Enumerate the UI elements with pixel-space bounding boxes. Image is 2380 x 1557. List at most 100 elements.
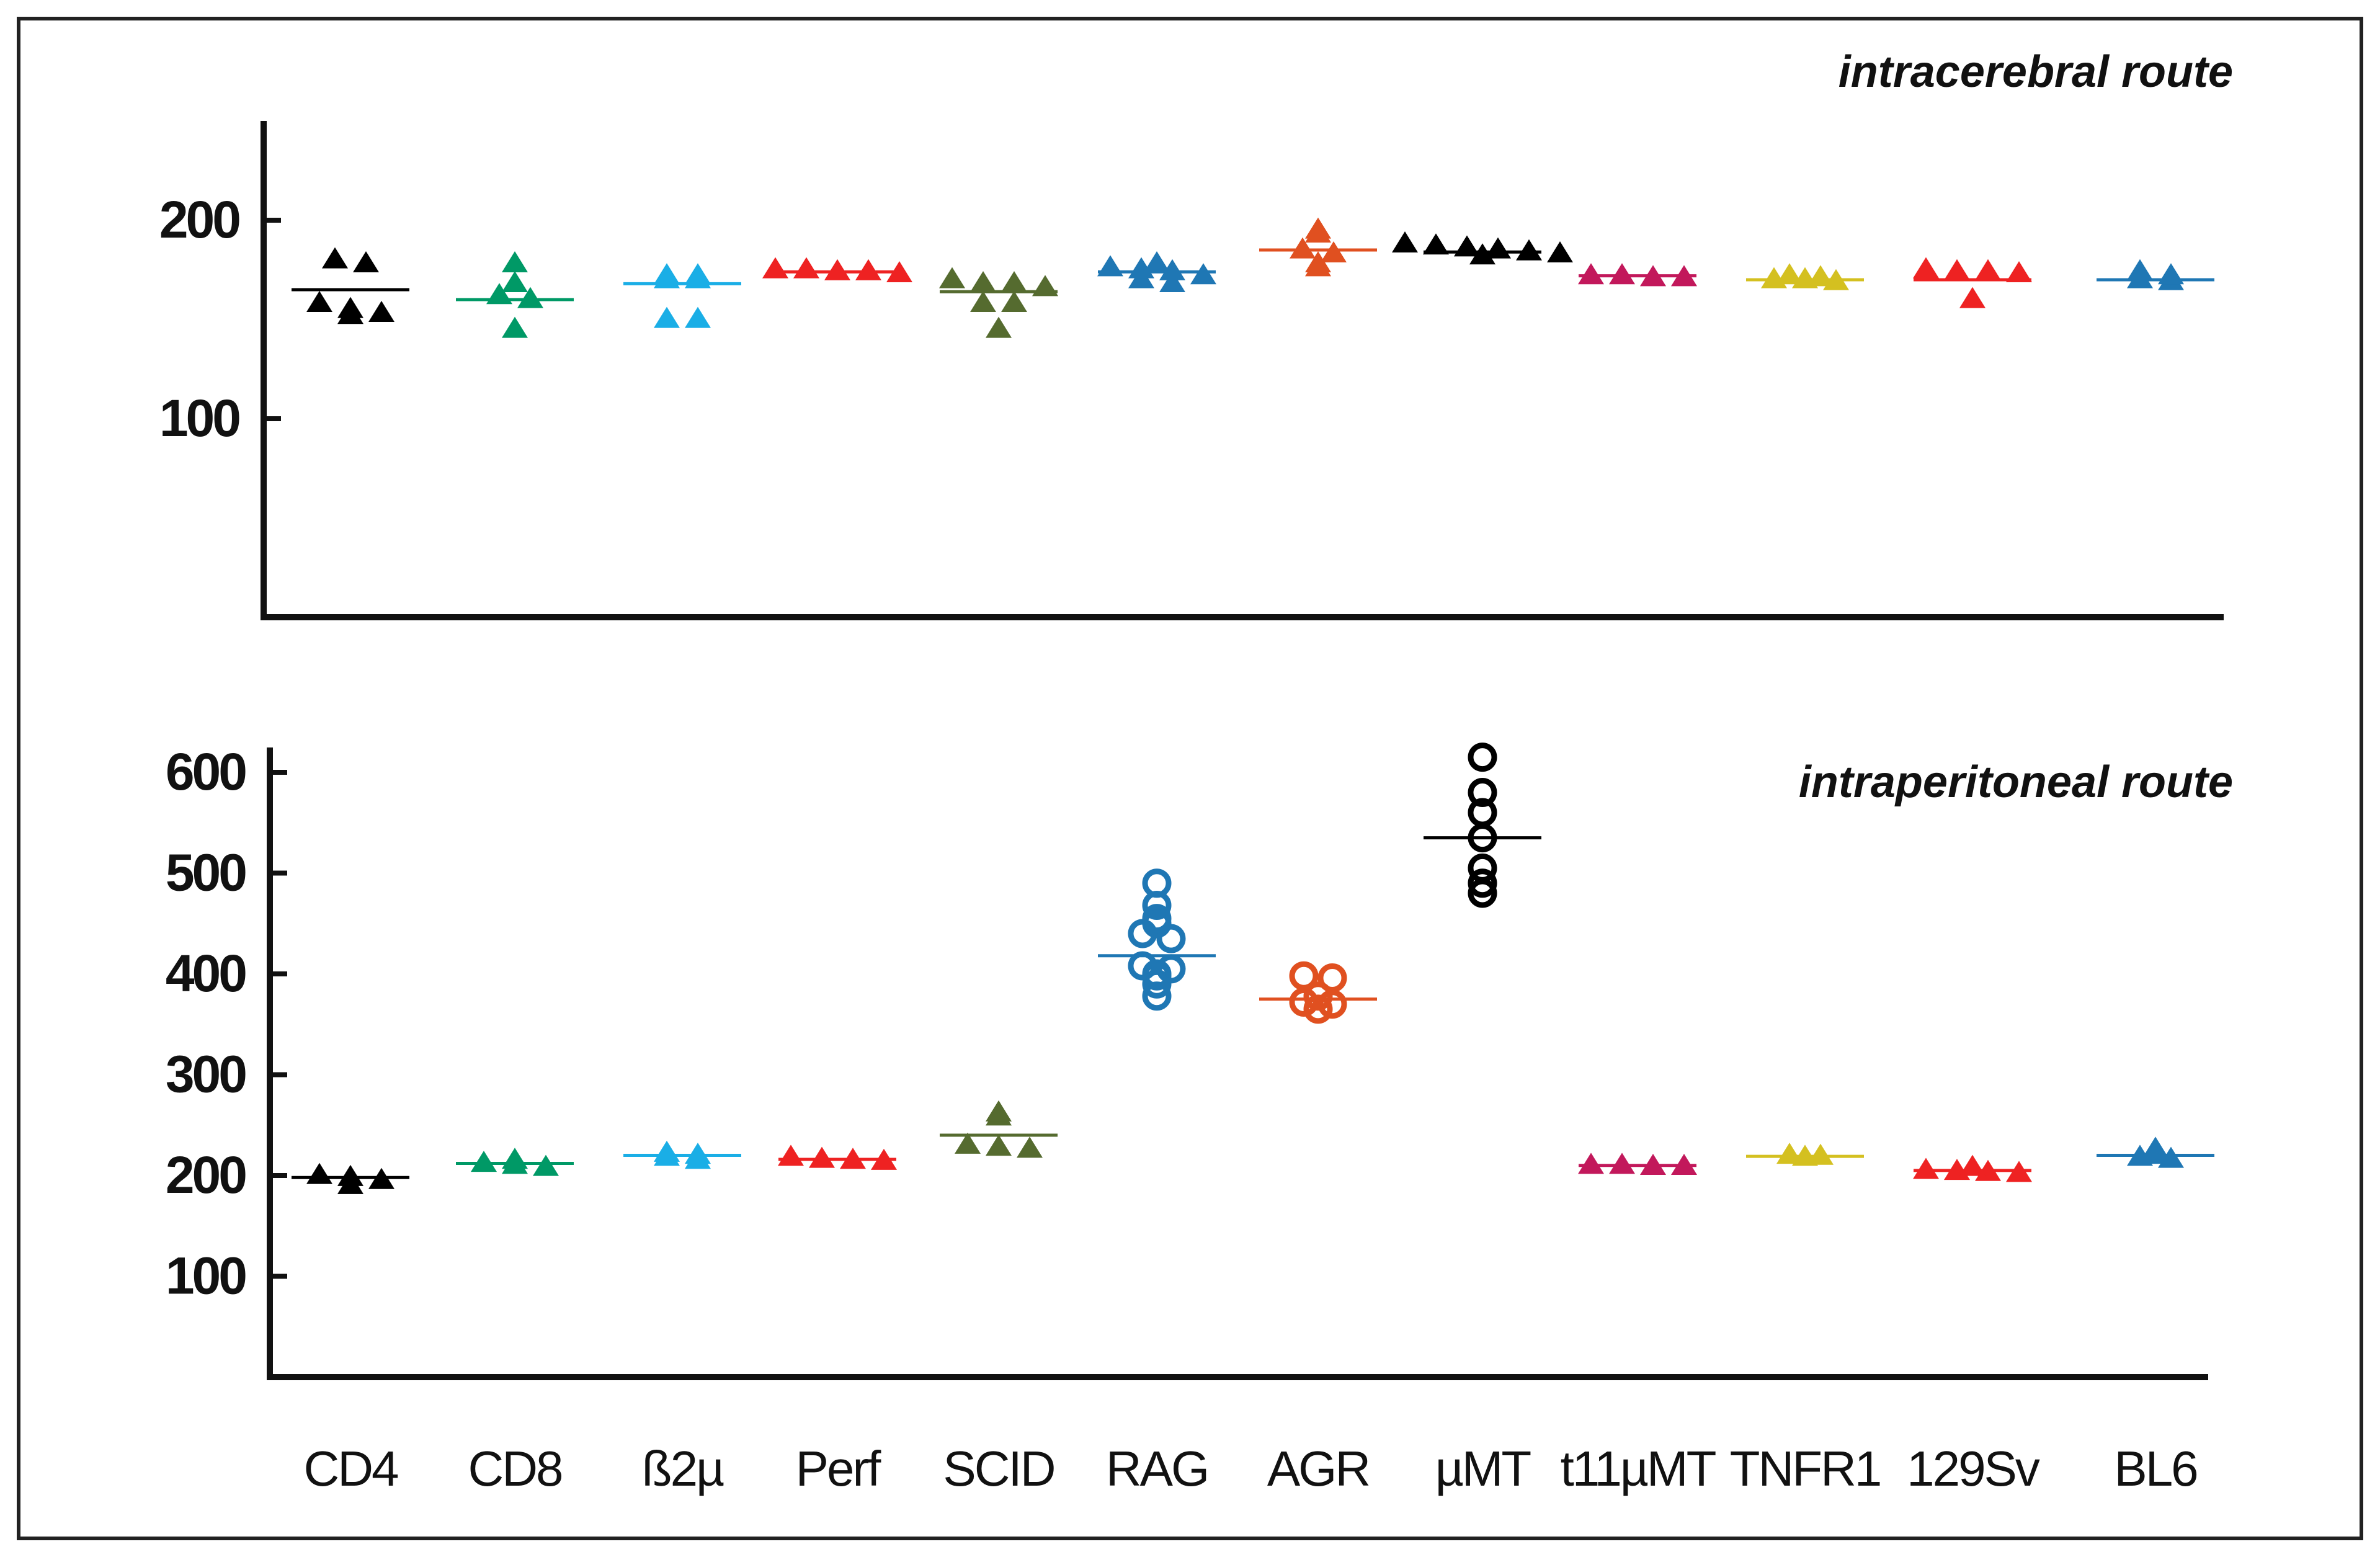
marks-intracerebral: [292, 217, 2214, 338]
data-point: [654, 306, 680, 328]
data-point: [840, 1148, 866, 1169]
data-point: [1001, 291, 1027, 312]
series-SCID: [939, 267, 1058, 338]
data-point: [1975, 259, 2001, 280]
data-point: [1303, 981, 1333, 1011]
y-tick-label: 500: [166, 844, 246, 902]
y-tick-label: 600: [166, 743, 246, 801]
data-point: [1156, 954, 1186, 984]
y-ticks-intracerebral: 100 200: [159, 190, 281, 447]
data-point: [306, 1162, 332, 1184]
data-point: [1159, 259, 1185, 280]
data-point: [1128, 257, 1154, 279]
category-label: SCID: [943, 1441, 1054, 1496]
data-point: [368, 301, 394, 322]
data-point: [502, 1148, 528, 1169]
category-label: AGR: [1267, 1441, 1370, 1496]
data-point: [1807, 1143, 1834, 1165]
data-point: [471, 1151, 497, 1172]
data-point: [970, 271, 996, 292]
data-point: [1578, 263, 1604, 285]
data-point: [337, 1164, 363, 1186]
data-point: [1640, 265, 1666, 287]
category-label: CD8: [468, 1441, 562, 1496]
data-point: [1468, 778, 1497, 807]
data-point: [685, 306, 711, 328]
data-point: [939, 267, 965, 288]
data-point: [793, 257, 819, 279]
data-point: [1468, 853, 1497, 883]
series-SCID: [940, 1100, 1058, 1158]
data-point: [1640, 1153, 1666, 1175]
category-label: BL6: [2114, 1441, 2196, 1496]
data-point: [778, 1144, 804, 1166]
series-CD4: [292, 247, 409, 324]
data-point: [1317, 963, 1347, 993]
data-point: [762, 257, 788, 279]
data-point: [1392, 231, 1418, 252]
y-tick-label: 400: [166, 944, 246, 1002]
data-point: [1097, 255, 1123, 277]
data-point: [2006, 261, 2032, 282]
data-point: [2158, 263, 2184, 285]
data-point: [1305, 251, 1331, 272]
series-129Sv: [1913, 1154, 2032, 1182]
data-point: [337, 297, 363, 318]
series-ß2µ: [623, 263, 741, 328]
data-point: [1959, 1154, 1986, 1176]
data-point: [824, 259, 850, 280]
series-CD8: [456, 1148, 574, 1176]
data-point: [1807, 265, 1834, 287]
data-point: [855, 259, 881, 280]
y-tick-label: 100: [166, 1247, 246, 1305]
data-point: [1144, 251, 1170, 272]
series-µMT: [1424, 743, 1541, 908]
data-point: [1142, 904, 1172, 934]
y-tick-label: 200: [159, 190, 239, 249]
data-point: [1485, 237, 1511, 259]
series-CD8: [456, 251, 574, 338]
series-RAG: [1098, 868, 1216, 1011]
data-point: [970, 291, 996, 312]
data-point: [685, 263, 711, 285]
data-point: [986, 1135, 1012, 1156]
data-point: [654, 1140, 680, 1162]
category-label: t11µMT: [1561, 1441, 1716, 1496]
data-point: [1128, 951, 1157, 981]
data-point: [1469, 243, 1495, 265]
data-point: [1578, 1153, 1604, 1174]
data-point: [1468, 743, 1497, 772]
data-point: [306, 291, 332, 312]
data-point: [502, 316, 528, 338]
data-point: [353, 251, 379, 272]
category-label: 129Sv: [1907, 1441, 2040, 1496]
data-point: [1468, 868, 1497, 898]
category-label: TNFR1: [1730, 1441, 1881, 1496]
data-point: [486, 283, 512, 305]
data-point: [1609, 1153, 1635, 1174]
series-RAG: [1097, 251, 1216, 292]
y-tick-label: 300: [166, 1045, 246, 1104]
series-BL6: [2097, 1136, 2214, 1168]
data-point: [1032, 275, 1058, 297]
data-point: [2127, 259, 2153, 280]
data-point: [1001, 271, 1027, 292]
data-point: [1776, 1143, 1803, 1164]
series-BL6: [2097, 259, 2214, 290]
panel-intraperitoneal: intraperitoneal route 100 200 300 400 500 600: [166, 743, 2233, 1380]
data-point: [1321, 241, 1347, 262]
data-point: [1159, 271, 1185, 292]
data-point: [1944, 259, 1970, 280]
y-tick-label: 200: [166, 1146, 246, 1204]
data-point: [1671, 1153, 1697, 1175]
series-TNFR1: [1746, 263, 1864, 290]
category-label: Perf: [796, 1441, 881, 1496]
series-TNFR1: [1746, 1143, 1864, 1166]
data-point: [502, 271, 528, 292]
data-point: [1156, 924, 1186, 953]
category-label: µMT: [1435, 1441, 1531, 1496]
data-point: [2006, 1161, 2032, 1182]
series-Perf: [778, 1144, 897, 1170]
data-point: [1454, 235, 1480, 257]
